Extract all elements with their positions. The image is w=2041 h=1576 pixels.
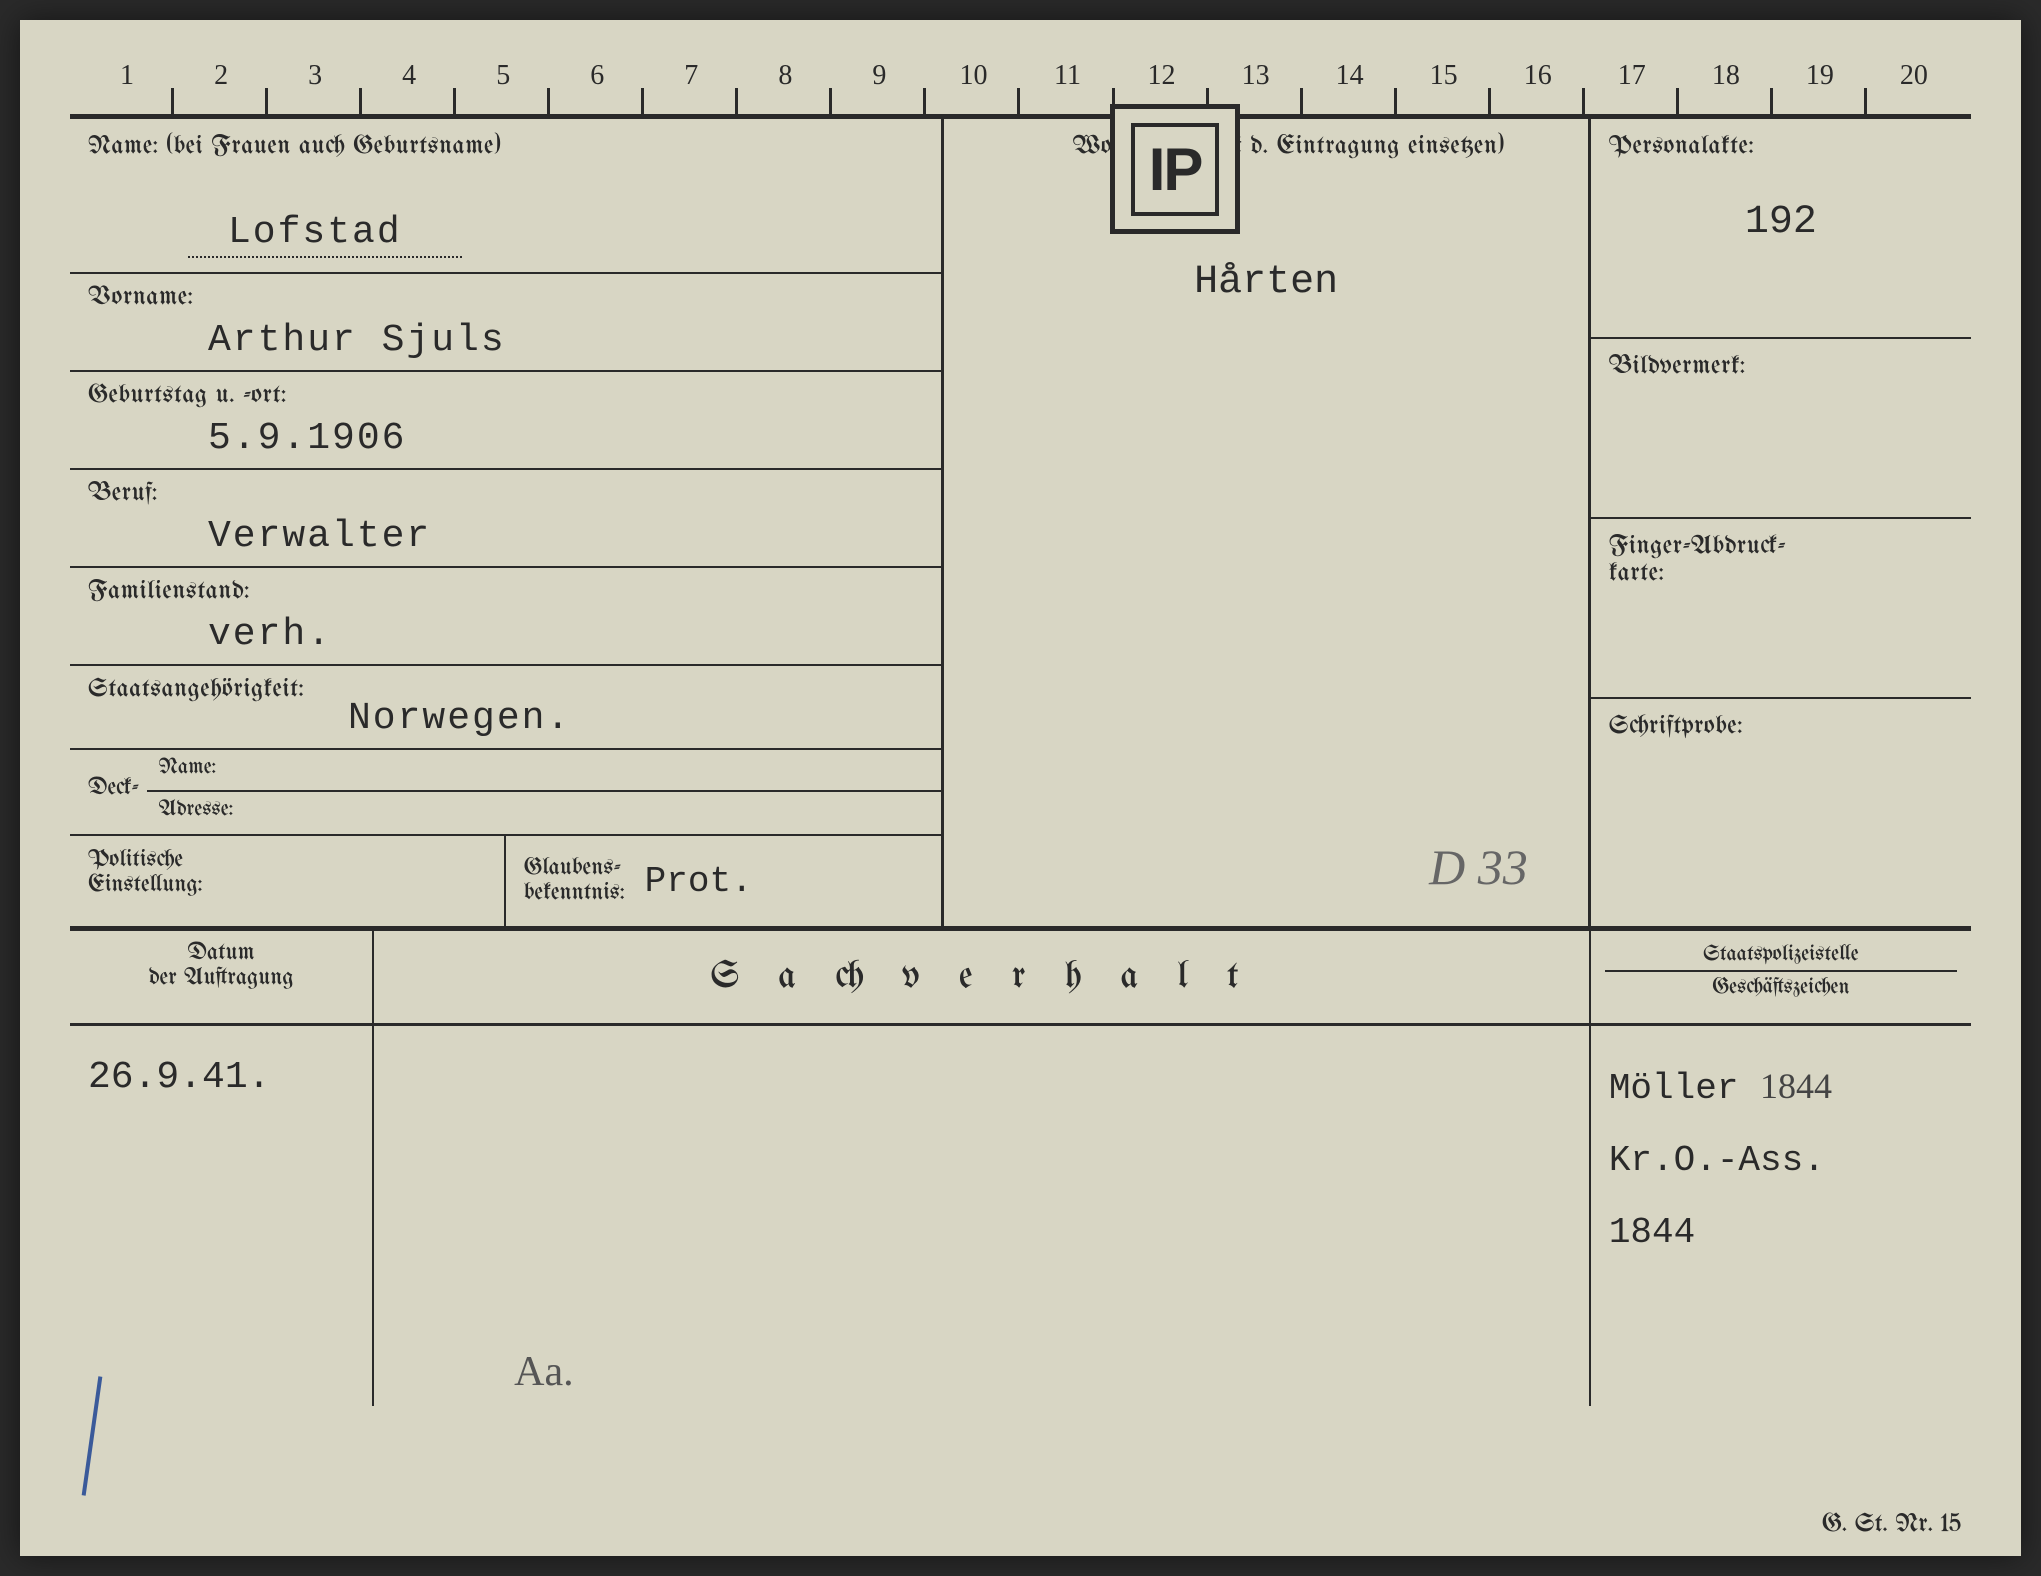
vorname-value: Arthur Sjuls xyxy=(88,319,923,362)
wohnung-field: Wohnung: (Zeit d. Eintragung einsetzen) … xyxy=(944,119,1587,319)
ruler-tick: 5 xyxy=(456,60,550,92)
glaubens-field: Glaubens- bekenntnis: Prot. xyxy=(506,836,942,926)
ruler-tick: 2 xyxy=(174,60,268,92)
bildvermerk-field: Bildvermerk: xyxy=(1591,339,1971,519)
stelle-line3: 1844 xyxy=(1609,1197,1953,1269)
ruler-tick: 20 xyxy=(1867,60,1961,92)
name-label: Name: (bei Frauen auch Geburtsname) xyxy=(88,133,923,160)
geburt-value: 5.9.1906 xyxy=(88,417,923,460)
bottom-body: 26.9.41. Aa. Möller 1844 Kr.O.-Ass. 1844 xyxy=(70,1026,1971,1406)
deck-sub: Name: Adresse: xyxy=(147,750,942,834)
geschafts-label: Geschäftszeichen xyxy=(1605,972,1957,1003)
ruler-tick: 19 xyxy=(1773,60,1867,92)
staats-value: Norwegen. xyxy=(88,697,923,740)
beruf-value: Verwalter xyxy=(88,515,923,558)
ruler: 1 2 3 4 5 6 7 8 9 10 11 12 13 14 15 16 1… xyxy=(70,60,1971,110)
surname-value: Lofstad xyxy=(88,211,462,254)
wohnung-label: Wohnung: (Zeit d. Eintragung einsetzen) xyxy=(962,133,1569,160)
datum-value: 26.9.41. xyxy=(70,1026,374,1406)
geburt-field: Geburtstag u. -ort: 5.9.1906 xyxy=(70,372,941,470)
ruler-tick: 13 xyxy=(1209,60,1303,92)
bottom-header: Datum der Auftragung S a ch v e r h a l … xyxy=(70,931,1971,1026)
stelle-label: Staatspolizeistelle xyxy=(1605,939,1957,972)
geburt-label: Geburtstag u. -ort: xyxy=(88,382,923,409)
beruf-field: Beruf: Verwalter xyxy=(70,470,941,568)
stelle-body: Möller 1844 Kr.O.-Ass. 1844 xyxy=(1591,1026,1971,1406)
ruler-tick: 14 xyxy=(1303,60,1397,92)
deck-adresse-label: Adresse: xyxy=(147,792,942,834)
footer-code: G. St. Nr. 15 xyxy=(1822,1511,1961,1538)
personalakte-label: Personalakte: xyxy=(1609,133,1953,160)
bildvermerk-label: Bildvermerk: xyxy=(1609,353,1953,380)
ruler-tick: 7 xyxy=(644,60,738,92)
ruler-tick: 4 xyxy=(362,60,456,92)
ruler-tick: 11 xyxy=(1020,60,1114,92)
politische-field: Politische Einstellung: xyxy=(70,836,506,926)
ruler-tick: 17 xyxy=(1585,60,1679,92)
staats-field: Staatsangehörigkeit: Norwegen. xyxy=(70,666,941,750)
ruler-tick: 9 xyxy=(832,60,926,92)
familien-field: Familienstand: verh. xyxy=(70,568,941,666)
ruler-tick: 18 xyxy=(1679,60,1773,92)
d33-note: D 33 xyxy=(1429,838,1528,896)
politik-row: Politische Einstellung: Glaubens- bekenn… xyxy=(70,836,941,926)
politische-label2: Einstellung: xyxy=(88,873,486,898)
name-field: Name: (bei Frauen auch Geburtsname) xyxy=(70,119,941,199)
stelle-line2: Kr.O.-Ass. xyxy=(1609,1125,1953,1197)
aa-note: Aa. xyxy=(514,1348,573,1396)
stelle-line1: Möller 1844 xyxy=(1609,1050,1953,1125)
stelle-header: Staatspolizeistelle Geschäftszeichen xyxy=(1591,931,1971,1023)
datum-header: Datum der Auftragung xyxy=(70,931,374,1023)
ruler-tick: 16 xyxy=(1491,60,1585,92)
ruler-tick: 3 xyxy=(268,60,362,92)
deck-field: Deck- Name: Adresse: xyxy=(70,750,941,836)
ruler-tick: 8 xyxy=(738,60,832,92)
familien-value: verh. xyxy=(88,613,923,656)
ip-badge: IP xyxy=(1110,104,1240,234)
index-card: 1 2 3 4 5 6 7 8 9 10 11 12 13 14 15 16 1… xyxy=(20,20,2021,1556)
glaubens-label2: bekenntnis: xyxy=(524,881,625,906)
familien-label: Familienstand: xyxy=(88,578,923,605)
finger-label1: Finger-Abdruck- xyxy=(1609,533,1953,560)
schriftprobe-label: Schriftprobe: xyxy=(1609,713,1953,740)
surname-row: Lofstad xyxy=(70,199,941,274)
datum-label1: Datum xyxy=(82,941,360,966)
personalakte-value: 192 xyxy=(1609,160,1953,245)
ruler-tick: 15 xyxy=(1397,60,1491,92)
datum-label2: der Auftragung xyxy=(82,966,360,991)
middle-column: IP Wohnung: (Zeit d. Eintragung einsetze… xyxy=(944,119,1590,926)
ruler-tick: 12 xyxy=(1115,60,1209,92)
deck-label: Deck- xyxy=(70,750,147,834)
sachverhalt-label: S a ch v e r h a l t xyxy=(710,957,1252,997)
beruf-label: Beruf: xyxy=(88,480,923,507)
deck-name-label: Name: xyxy=(147,750,942,792)
main-grid: Name: (bei Frauen auch Geburtsname) Lofs… xyxy=(70,119,1971,931)
ruler-tick: 1 xyxy=(80,60,174,92)
politische-label: Politische xyxy=(88,848,486,873)
vorname-label: Vorname: xyxy=(88,284,923,311)
glaubens-label: Glaubens- xyxy=(524,856,625,881)
ip-text: IP xyxy=(1131,123,1220,216)
ruler-tick: 6 xyxy=(550,60,644,92)
ruler-tick: 10 xyxy=(926,60,1020,92)
personalakte-field: Personalakte: 192 xyxy=(1591,119,1971,339)
wohnung-value: Hårten xyxy=(962,160,1569,305)
vorname-field: Vorname: Arthur Sjuls xyxy=(70,274,941,372)
glaubens-value: Prot. xyxy=(645,861,753,902)
finger-label2: karte: xyxy=(1609,560,1953,587)
left-column: Name: (bei Frauen auch Geburtsname) Lofs… xyxy=(70,119,944,926)
finger-field: Finger-Abdruck- karte: xyxy=(1591,519,1971,699)
sachverhalt-body: Aa. xyxy=(374,1026,1591,1406)
right-column: Personalakte: 192 Bildvermerk: Finger-Ab… xyxy=(1591,119,1971,926)
sachverhalt-header: S a ch v e r h a l t xyxy=(374,931,1591,1023)
schriftprobe-field: Schriftprobe: xyxy=(1591,699,1971,854)
